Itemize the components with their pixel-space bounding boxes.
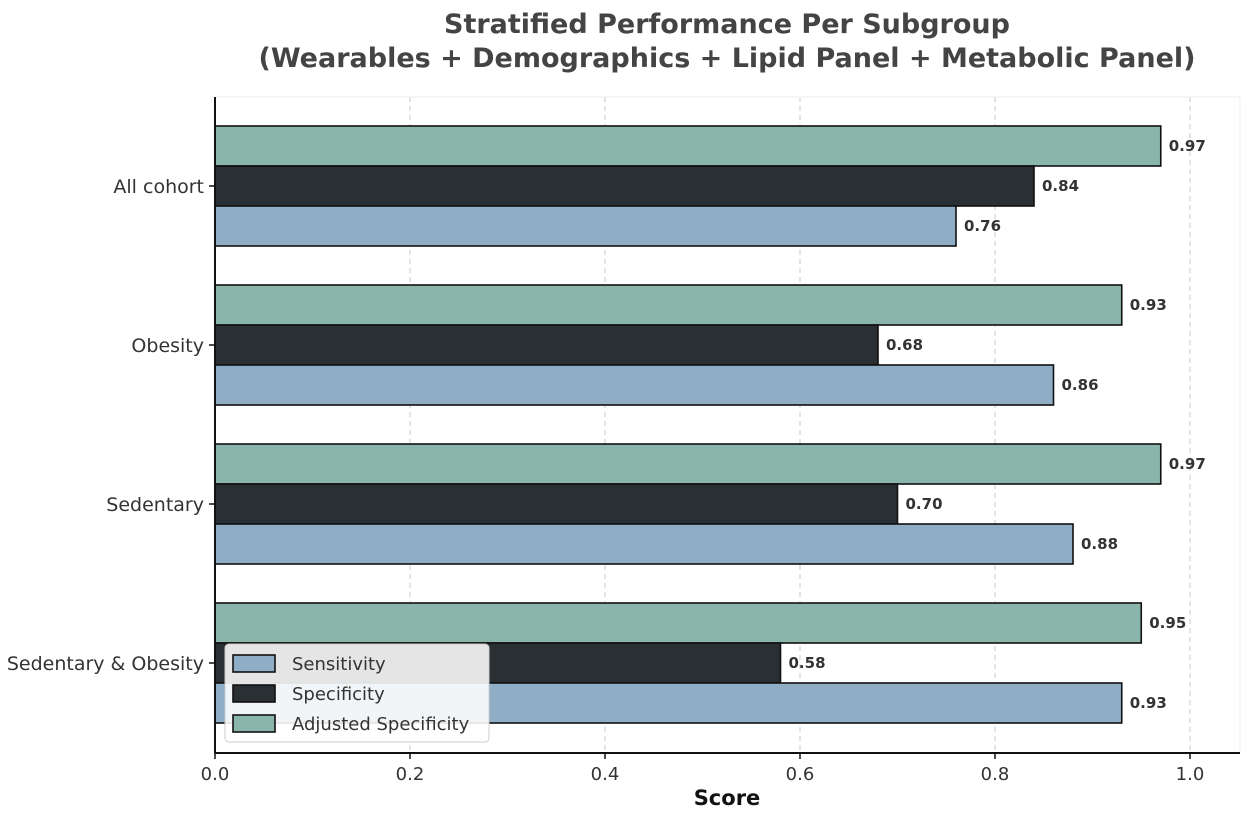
category-label: Obesity bbox=[131, 335, 204, 357]
data-label: 0.86 bbox=[1062, 376, 1099, 394]
legend-swatch bbox=[232, 714, 276, 733]
x-tick-label: 0.4 bbox=[591, 764, 620, 785]
chart-title: Stratified Performance Per Subgroup (Wea… bbox=[259, 9, 1196, 74]
data-label: 0.93 bbox=[1130, 296, 1167, 314]
data-label: 0.93 bbox=[1130, 694, 1167, 712]
data-label: 0.88 bbox=[1081, 535, 1118, 553]
bar-specificity bbox=[214, 483, 899, 525]
legend-label: Sensitivity bbox=[292, 654, 386, 675]
data-label: 0.84 bbox=[1042, 177, 1079, 195]
legend-swatch bbox=[232, 684, 276, 703]
category-labels: All cohort Obesity Sedentary Sedentary & Ob… bbox=[7, 176, 204, 675]
bar-sensitivity bbox=[214, 205, 957, 247]
legend-label: Specificity bbox=[292, 684, 385, 705]
category-label: All cohort bbox=[113, 176, 204, 198]
data-label: 0.97 bbox=[1169, 455, 1206, 473]
data-label: 0.58 bbox=[789, 654, 826, 672]
chart-title-line-1: Stratified Performance Per Subgroup bbox=[444, 9, 1010, 40]
legend-box bbox=[224, 643, 490, 743]
x-axis-label: Score bbox=[694, 786, 761, 810]
legend: Sensitivity Specificity Adjusted Specifici… bbox=[224, 643, 490, 743]
x-tick-label: 0.0 bbox=[201, 764, 230, 785]
bar-sensitivity bbox=[214, 364, 1055, 406]
bar-specificity bbox=[214, 324, 879, 366]
data-label: 0.97 bbox=[1169, 137, 1206, 155]
x-tick-label: 0.6 bbox=[786, 764, 815, 785]
data-label: 0.95 bbox=[1149, 614, 1186, 632]
category-label: Sedentary & Obesity bbox=[7, 653, 204, 675]
bar-sensitivity bbox=[214, 523, 1074, 565]
legend-swatch bbox=[232, 654, 276, 673]
bar-adjusted-specificity bbox=[214, 284, 1123, 326]
category-label: Sedentary bbox=[106, 494, 204, 516]
x-ticks: 0.0 0.2 0.4 0.6 0.8 1.0 bbox=[201, 185, 1205, 785]
data-label: 0.68 bbox=[886, 336, 923, 354]
bar-adjusted-specificity bbox=[214, 443, 1162, 485]
x-tick-label: 1.0 bbox=[1176, 764, 1205, 785]
chart-title-line-2: (Wearables + Demographics + Lipid Panel … bbox=[259, 43, 1196, 74]
x-tick-label: 0.8 bbox=[981, 764, 1010, 785]
bar-specificity bbox=[214, 165, 1035, 207]
bar-adjusted-specificity bbox=[214, 602, 1143, 644]
bars: 0.97 0.84 0.76 0.93 0.68 0.86 0.97 0.70 0.88 0.95… bbox=[214, 125, 1206, 724]
data-label: 0.70 bbox=[906, 495, 943, 513]
x-tick-label: 0.2 bbox=[396, 764, 425, 785]
bar-adjusted-specificity bbox=[214, 125, 1162, 167]
axes bbox=[214, 96, 1241, 754]
legend-label: Adjusted Specificity bbox=[292, 714, 470, 735]
data-label: 0.76 bbox=[964, 217, 1001, 235]
